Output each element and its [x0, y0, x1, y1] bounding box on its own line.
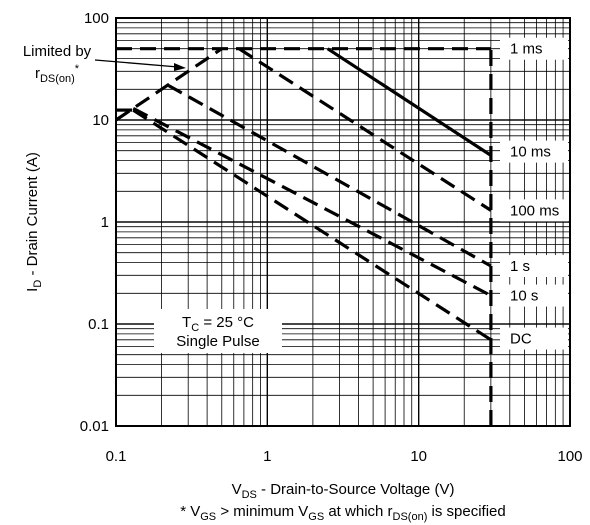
series-label: 1 ms: [510, 41, 543, 58]
y-tick-label: 0.01: [80, 418, 109, 435]
limited-by-annotation: Limited by rDS(on)*: [5, 40, 186, 88]
limited-by-line1: Limited by: [23, 43, 92, 60]
y-axis-title: ID - Drain Current (A): [24, 152, 44, 292]
y-tick-label: 1: [101, 214, 109, 231]
limited-by-arrow: [94, 59, 179, 68]
series-label-bg: [500, 327, 568, 350]
x-tick-label: 10: [410, 448, 427, 465]
series-limited-by-rds-on-: [115, 47, 223, 122]
x-tick-label: 100: [557, 448, 582, 465]
conditions-line2: Single Pulse: [176, 333, 259, 350]
y-tick-label: 10: [92, 112, 109, 129]
tick-labels: 0.1 1 10 100 100 10 1 0.1 0.01: [80, 10, 583, 465]
series-label: DC: [510, 331, 532, 348]
series-label: 10 s: [510, 288, 538, 305]
y-tick-label: 0.1: [88, 316, 109, 333]
series-dc: [132, 108, 492, 342]
series-layer: [115, 47, 493, 426]
x-tick-label: 1: [263, 448, 271, 465]
series-label-bg: [500, 284, 568, 307]
series-label: 1 s: [510, 258, 530, 275]
series-label-bg: [500, 255, 568, 278]
limited-by-arrowhead: [174, 63, 186, 71]
series-10-ms: [238, 47, 492, 212]
series-labels: 1 ms 10 ms 100 ms 1 s 10 s DC: [500, 37, 568, 350]
series-label: 100 ms: [510, 202, 559, 219]
series-label: 10 ms: [510, 144, 551, 161]
x-axis-title: VDS - Drain-to-Source Voltage (V): [232, 481, 455, 501]
plot-frame: [115, 17, 571, 427]
conditions-box: TC = 25 °C Single Pulse: [154, 309, 282, 353]
conditions-line1: TC = 25 °C: [182, 314, 254, 334]
x-tick-label: 0.1: [106, 448, 127, 465]
series-label-bg: [500, 199, 568, 222]
y-tick-label: 100: [84, 10, 109, 27]
series-100-ms: [167, 83, 492, 268]
series-label-bg: [500, 140, 568, 163]
series-label-bg: [500, 37, 568, 60]
series-1-s: [132, 106, 492, 298]
limited-by-line2: rDS(on)*: [35, 63, 80, 85]
footnote: * VGS > minimum VGS at which rDS(on) is …: [180, 503, 506, 523]
series-1-ms: [326, 47, 492, 157]
